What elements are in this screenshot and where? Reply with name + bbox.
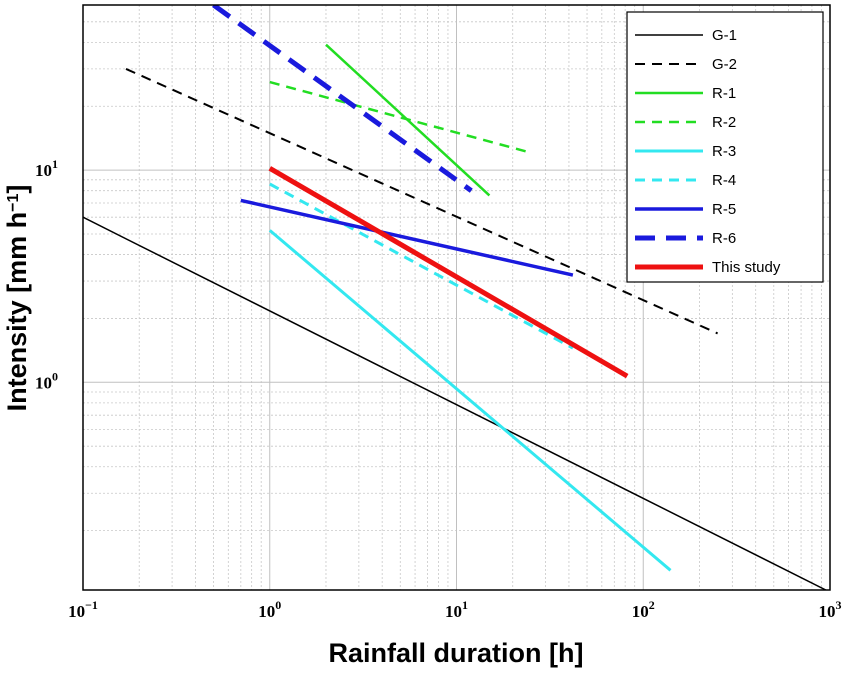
series-line-r-5 xyxy=(240,198,574,277)
y-axis-label-exponent: −1 xyxy=(5,194,22,212)
x-tick-exponent: −1 xyxy=(85,598,98,612)
plot-frame xyxy=(82,4,831,591)
legend-label-g-1: G-1 xyxy=(712,27,737,44)
y-tick-base: 10 xyxy=(35,373,52,392)
y-tick-exponent: 1 xyxy=(52,157,58,171)
x-tick-label: 101 xyxy=(445,598,468,621)
legend-box xyxy=(626,11,824,283)
series-line-r-4 xyxy=(269,182,574,350)
series-line-this-study xyxy=(268,166,629,379)
x-tick-exponent: 3 xyxy=(836,598,842,612)
y-tick-exponent: 0 xyxy=(52,369,58,383)
y-tick-label: 100 xyxy=(35,369,58,392)
x-tick-labels: 10−1 100 101 102 103 xyxy=(68,598,841,621)
x-axis-label: Rainfall duration [h] xyxy=(329,638,584,668)
series-line-g-1 xyxy=(83,216,827,590)
x-tick-label: 102 xyxy=(632,598,655,621)
legend-label-r-5: R-5 xyxy=(712,201,736,218)
x-tick-label: 10−1 xyxy=(68,598,98,621)
x-tick-base: 10 xyxy=(632,602,649,621)
x-tick-label: 103 xyxy=(819,598,842,621)
legend-label-r-3: R-3 xyxy=(712,143,736,160)
y-axis-label: Intensity [mm h−1] xyxy=(2,185,32,412)
x-tick-base: 10 xyxy=(445,602,462,621)
x-tick-label: 100 xyxy=(258,598,281,621)
x-tick-exponent: 1 xyxy=(462,598,468,612)
x-tick-exponent: 2 xyxy=(649,598,655,612)
y-axis-label-main: Intensity [mm h xyxy=(2,212,32,412)
series-layer xyxy=(83,5,827,590)
legend-label-this-study: This study xyxy=(712,259,781,276)
legend: G-1 G-2 R-1 R-2 R-3 R-4 R-5 R-6 This study xyxy=(626,11,824,283)
x-tick-base: 10 xyxy=(819,602,836,621)
y-axis-label-close: ] xyxy=(2,185,32,194)
series-line-g-2 xyxy=(125,67,719,335)
y-tick-label: 101 xyxy=(35,157,58,180)
legend-label-r-1: R-1 xyxy=(712,85,736,102)
legend-label-r-6: R-6 xyxy=(712,230,736,247)
series-line-r-6 xyxy=(212,5,473,193)
x-tick-exponent: 0 xyxy=(275,598,281,612)
legend-label-r-2: R-2 xyxy=(712,114,736,131)
y-tick-base: 10 xyxy=(35,161,52,180)
x-tick-base: 10 xyxy=(68,602,85,621)
legend-label-g-2: G-2 xyxy=(712,56,737,73)
legend-label-r-4: R-4 xyxy=(712,172,736,189)
x-tick-base: 10 xyxy=(258,602,275,621)
series-line-r-2 xyxy=(269,80,528,154)
series-line-r-3 xyxy=(268,229,672,572)
